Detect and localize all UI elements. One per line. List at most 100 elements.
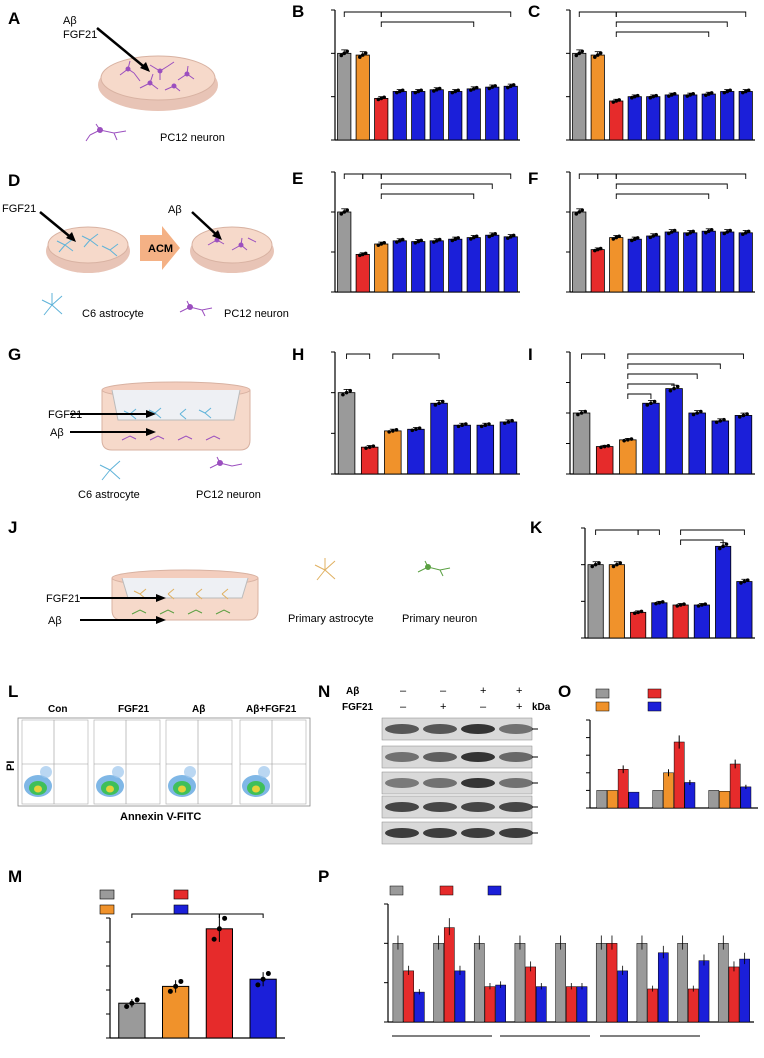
bar-8 xyxy=(466,237,481,293)
sig-bracket xyxy=(380,173,512,179)
data-point xyxy=(648,235,653,240)
bar-9 xyxy=(485,86,500,141)
data-point xyxy=(173,983,179,989)
data-point xyxy=(211,936,217,942)
chart-e xyxy=(331,171,520,293)
data-point xyxy=(695,411,699,415)
sig-bracket xyxy=(627,363,721,369)
bar-con xyxy=(595,943,607,1023)
data-point xyxy=(743,231,748,235)
sig-bracket xyxy=(615,173,747,179)
bar-4 xyxy=(651,602,668,639)
data-point xyxy=(434,87,439,92)
flow-cloud-core xyxy=(34,785,42,793)
bar-con xyxy=(677,943,688,1023)
data-point xyxy=(598,51,603,55)
schematic-g: FGF21 Aβ C6 astrocyte PC12 neuron xyxy=(48,381,261,501)
data-point xyxy=(342,210,347,214)
data-point xyxy=(597,561,601,565)
bar-2 xyxy=(608,564,625,639)
flow-cond-fgf21: FGF21 xyxy=(118,704,150,715)
pc12-icon xyxy=(179,300,213,317)
primary-neuron-icon xyxy=(417,560,451,577)
bar-10 xyxy=(738,232,753,293)
data-point xyxy=(134,997,140,1003)
data-point xyxy=(487,86,492,91)
data-point xyxy=(614,99,619,103)
flow-cond-abeta-fgf21: Aβ+FGF21 xyxy=(246,704,297,715)
data-point xyxy=(728,88,732,93)
data-point xyxy=(395,240,399,244)
panel-label-f: F xyxy=(528,169,538,188)
data-point xyxy=(745,578,750,582)
data-point xyxy=(611,564,616,569)
data-point xyxy=(400,88,405,93)
bar-aβ xyxy=(729,763,741,809)
chart-o xyxy=(586,688,758,809)
data-point xyxy=(714,420,719,425)
data-point xyxy=(639,609,644,614)
bar-fgf21 xyxy=(719,791,730,809)
data-point xyxy=(440,399,445,404)
schematic-a: Aβ FGF21 PC12 neuron xyxy=(63,15,225,144)
bar-1 xyxy=(337,52,352,141)
bar-4 xyxy=(392,240,407,293)
blot-abeta-1: – xyxy=(400,685,407,697)
sig-bracket xyxy=(380,21,475,27)
data-point xyxy=(167,988,173,994)
data-point xyxy=(700,603,704,607)
pc12-icon xyxy=(209,456,243,469)
sig-bracket xyxy=(627,353,744,359)
panel-label-n: N xyxy=(318,682,330,701)
data-point xyxy=(618,561,623,565)
data-point xyxy=(410,428,415,433)
data-point xyxy=(255,982,261,988)
label-primary-astro: Primary astrocyte xyxy=(288,613,374,625)
data-point xyxy=(709,91,714,95)
blot-band xyxy=(385,778,419,788)
sig-bracket xyxy=(392,353,440,359)
data-point xyxy=(651,234,656,238)
legend-swatch xyxy=(173,889,189,900)
data-point xyxy=(397,89,402,94)
data-point xyxy=(668,388,673,393)
bar-5 xyxy=(665,388,683,475)
bar-9 xyxy=(720,91,735,141)
flow-cytometry-panel: PI Annexin V-FITC Con FGF21 Aβ Aβ+FGF21 xyxy=(5,704,311,823)
data-point xyxy=(595,53,600,57)
data-point xyxy=(460,423,464,428)
data-point xyxy=(417,426,422,430)
legend-swatch xyxy=(487,885,502,896)
data-point xyxy=(691,412,696,417)
data-point xyxy=(574,53,579,58)
chart-m xyxy=(99,889,285,1039)
arrow-fgf21 xyxy=(39,211,75,241)
label-fgf21-a: FGF21 xyxy=(63,29,97,41)
arrowhead xyxy=(156,594,166,602)
data-point xyxy=(724,542,729,546)
data-point xyxy=(345,49,349,54)
bar-5 xyxy=(646,96,661,141)
data-point xyxy=(614,235,619,240)
c6-icon xyxy=(41,293,63,316)
bar-7 xyxy=(683,94,698,141)
data-point xyxy=(379,242,384,246)
bar-aβ xyxy=(443,927,455,1023)
blot-band xyxy=(461,752,495,762)
insert xyxy=(121,577,249,599)
bar-1 xyxy=(572,412,591,475)
data-point xyxy=(722,231,727,236)
sig-bracket xyxy=(597,173,617,179)
bar-10 xyxy=(738,91,753,141)
blot-band xyxy=(461,724,495,734)
data-point xyxy=(471,87,476,91)
blot-band xyxy=(461,778,495,788)
sig-bracket xyxy=(615,31,710,37)
data-point xyxy=(691,92,695,96)
data-point xyxy=(706,229,711,233)
data-point xyxy=(474,85,479,90)
data-point xyxy=(649,401,653,406)
data-point xyxy=(685,232,690,237)
chart-i xyxy=(566,351,755,475)
